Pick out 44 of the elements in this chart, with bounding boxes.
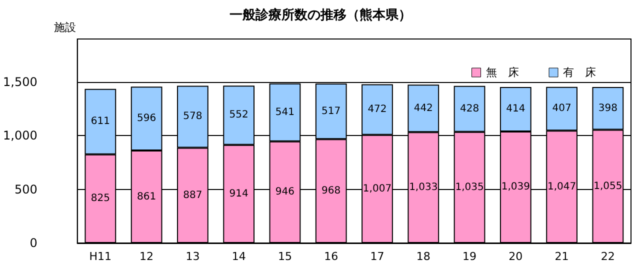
data-label: 596	[137, 113, 156, 124]
x-tick-label: 20	[508, 250, 523, 263]
data-label: 1,033	[409, 182, 438, 194]
data-label: 861	[137, 191, 156, 202]
data-label: 887	[183, 190, 202, 201]
x-tick-label: 15	[278, 250, 292, 263]
x-tick-label: 18	[416, 250, 430, 263]
legend-label: 無 床	[486, 66, 519, 79]
data-label: 914	[229, 188, 248, 200]
data-label: 407	[552, 103, 572, 114]
x-tick-label: 16	[324, 250, 338, 263]
x-tick-label: 21	[554, 250, 569, 263]
legend-label: 有 床	[563, 66, 596, 79]
data-label: 472	[368, 104, 387, 116]
data-label: 414	[506, 104, 526, 115]
x-tick-label: 19	[462, 250, 477, 263]
y-tick-label: 1,000	[2, 128, 38, 143]
data-label: 398	[598, 102, 618, 114]
data-label: 578	[183, 111, 202, 122]
data-label: 1,055	[594, 180, 622, 192]
data-label: 1,035	[455, 182, 484, 193]
data-label: 1,047	[547, 181, 576, 192]
data-label: 1,007	[362, 183, 392, 194]
data-label: 825	[90, 193, 110, 204]
x-tick-label: 22	[600, 250, 615, 263]
y-axis-title: 施設	[54, 21, 76, 34]
data-label: 968	[322, 186, 341, 197]
data-label: 946	[275, 186, 295, 198]
y-tick-label: 0	[30, 236, 38, 250]
y-tick-label: 500	[14, 182, 38, 196]
data-label: 442	[414, 102, 433, 114]
x-tick-label: 12	[140, 250, 154, 263]
data-label: 541	[275, 106, 295, 118]
data-label: 1,039	[501, 182, 530, 193]
chart-title: 一般診療所数の推移（熊本県）	[230, 7, 412, 23]
data-label: 552	[229, 110, 248, 121]
y-tick-label: 1,500	[2, 74, 38, 89]
x-tick-label: 14	[232, 250, 246, 263]
data-label: 517	[322, 106, 341, 117]
x-tick-label: 13	[186, 250, 200, 263]
x-tick-label: 17	[370, 250, 384, 263]
data-label: 428	[460, 103, 480, 114]
x-tick-label: H11	[89, 250, 112, 263]
data-label: 611	[90, 116, 110, 128]
